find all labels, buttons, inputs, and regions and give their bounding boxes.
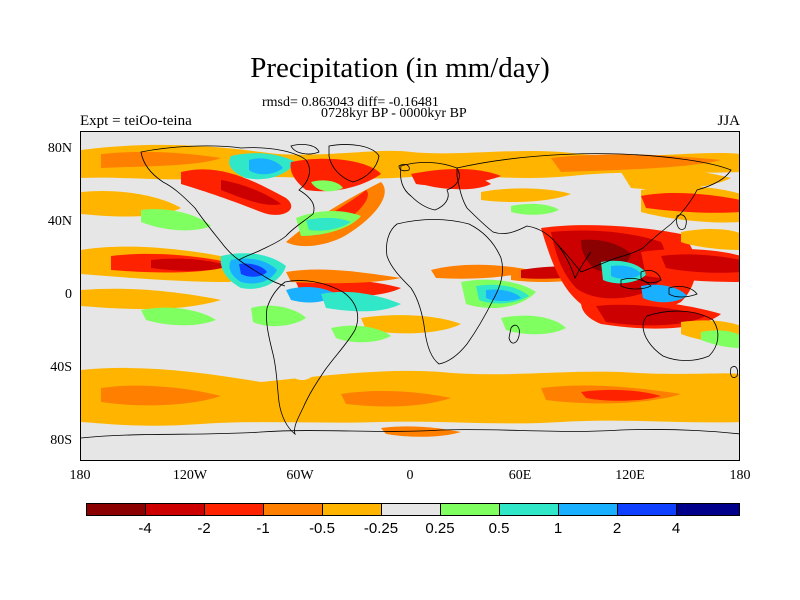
- new-zealand-coastline: [730, 366, 738, 378]
- madagascar-coastline: [508, 324, 520, 344]
- colorbar-label: 4: [671, 520, 681, 537]
- colorbar-box: [499, 503, 559, 516]
- colorbar-box: [558, 503, 618, 516]
- colorbar-label: 0.25: [425, 520, 455, 537]
- lon-tick-60w: 60W: [286, 468, 314, 483]
- iceland-coastline: [398, 163, 410, 172]
- anomaly-region: [249, 158, 283, 175]
- colorbar-box: [86, 503, 146, 516]
- anomaly-region: [611, 265, 641, 279]
- lon-tick-180e: 180: [729, 468, 751, 483]
- anomaly-region: [331, 325, 391, 343]
- anomaly-region: [501, 315, 566, 335]
- anomaly-region: [361, 315, 461, 334]
- period-line: 0728kyr BP - 0000kyr BP: [321, 106, 467, 121]
- indonesia-coastline: [620, 278, 652, 290]
- anomaly-region: [141, 209, 211, 231]
- anomaly-region: [381, 426, 461, 437]
- anomaly-region: [421, 173, 491, 190]
- anomaly-region: [511, 203, 559, 215]
- australia-coastline: [642, 310, 719, 361]
- colorbar-box: [204, 503, 264, 516]
- anomaly-region: [701, 330, 739, 348]
- colorbar-box: [263, 503, 323, 516]
- anomaly-region: [141, 307, 216, 326]
- anomaly-region: [284, 341, 318, 381]
- anomaly-region: [101, 385, 221, 406]
- lat-tick-40s: 40S: [50, 360, 72, 375]
- colorbar-label: -4: [138, 520, 152, 537]
- anomaly-region: [311, 180, 343, 192]
- africa-coastline: [386, 219, 503, 365]
- anomaly-region: [581, 389, 661, 401]
- anomaly-region: [481, 188, 571, 202]
- lat-tick-0: 0: [65, 287, 72, 302]
- greenland-coastline: [328, 144, 380, 183]
- anomaly-region: [661, 254, 739, 273]
- lat-tick-40n: 40N: [47, 214, 72, 229]
- colorbar-box: [440, 503, 500, 516]
- north-america-coastline: [140, 145, 315, 261]
- stats-line: rmsd= 0.863043 diff= -0.16481: [262, 95, 439, 110]
- anomaly-region: [221, 180, 281, 205]
- colorbar-box: [322, 503, 382, 516]
- anomaly-region: [251, 305, 306, 327]
- colorbar-label: 1: [553, 520, 563, 537]
- map-canvas: [81, 132, 739, 460]
- colorbar-label: -0.25: [363, 520, 399, 537]
- central-america-coastline: [238, 259, 286, 287]
- india-coastline: [556, 243, 592, 280]
- lon-tick-60e: 60E: [508, 468, 532, 483]
- anomaly-region: [681, 228, 739, 250]
- arctic-islands-coastline: [290, 144, 320, 155]
- anomaly-region: [81, 288, 221, 310]
- japan-coastline: [676, 214, 687, 230]
- colorbar-label: -1: [256, 520, 270, 537]
- asia-coastline: [456, 153, 732, 273]
- colorbar-label: -0.5: [309, 520, 335, 537]
- colorbar-label: 2: [612, 520, 622, 537]
- new-guinea-coastline: [668, 286, 698, 298]
- colorbar-label: -2: [197, 520, 211, 537]
- anomaly-region: [341, 391, 451, 407]
- coastlines: [81, 144, 739, 439]
- anomaly-region: [286, 269, 401, 284]
- experiment-label: Expt = teiOo-teina: [80, 113, 192, 129]
- precipitation-map: [80, 131, 740, 461]
- anomaly-region: [306, 217, 351, 231]
- south-america-coastline: [266, 280, 359, 436]
- colorbar-box: [145, 503, 205, 516]
- anomaly-region: [641, 284, 687, 303]
- europe-coastline: [400, 162, 460, 211]
- anomaly-region: [321, 291, 401, 312]
- anomaly-region: [486, 289, 521, 301]
- anomaly-region: [431, 264, 531, 279]
- lat-tick-80s: 80S: [50, 433, 72, 448]
- anomaly-region: [641, 193, 739, 213]
- plot-title: Precipitation (in mm/day): [250, 52, 550, 84]
- antarctica-coastline: [81, 429, 739, 439]
- lon-tick-120e: 120E: [615, 468, 645, 483]
- colorbar-box: [381, 503, 441, 516]
- borneo-coastline: [640, 270, 662, 284]
- lon-tick-120w: 120W: [172, 468, 208, 483]
- anomaly-region: [151, 258, 229, 271]
- season-label: JJA: [717, 113, 740, 129]
- anomaly-region: [551, 154, 721, 172]
- lon-tick-0: 0: [406, 468, 414, 483]
- lon-tick-180w: 180: [69, 468, 91, 483]
- anomaly-region: [621, 169, 731, 190]
- colorbar-label: 0.5: [488, 520, 510, 537]
- anomaly-region: [101, 151, 221, 168]
- lat-tick-80n: 80N: [47, 141, 72, 156]
- colorbar-box: [617, 503, 677, 516]
- colorbar-box: [676, 503, 740, 516]
